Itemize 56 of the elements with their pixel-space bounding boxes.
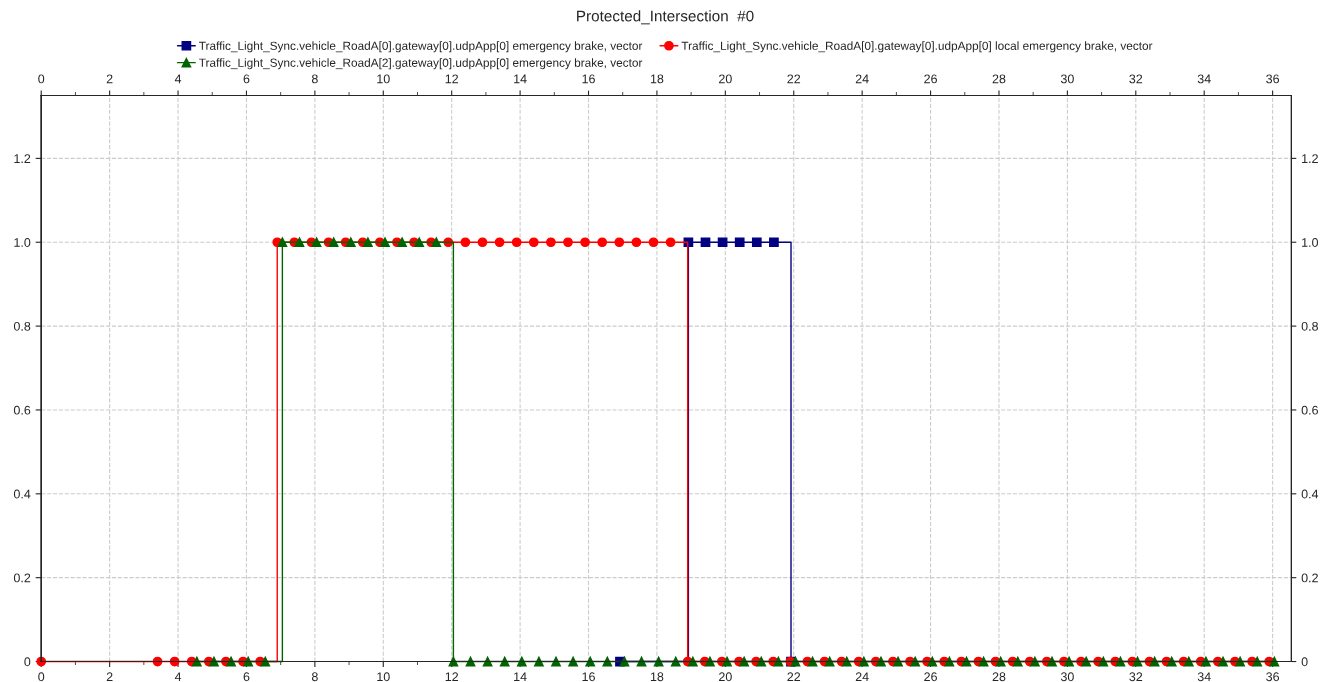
x2-tick-label: 4 [174,74,182,84]
y-tick-label: 0.2 [13,573,31,583]
x-tick-label: 2 [106,672,113,682]
x-tick-label: 30 [1060,672,1074,682]
x-tick-label: 20 [719,672,732,682]
x-tick-label: 0 [38,672,45,682]
x2-tick-label: 26 [924,74,937,84]
x-tick-label: 6 [243,672,250,682]
y2-tick-label: 0.6 [1301,405,1318,415]
x-tick-label: 14 [514,672,527,682]
x2-tick-label: 28 [992,74,1006,84]
legend-label: Traffic_Light_Sync.vehicle_RoadA[2].gateway[0].udpApp[0] emergency brake, vector [199,58,643,70]
x2-tick-label: 6 [243,74,250,84]
y-tick-label: 0 [24,657,31,667]
y2-tick-label: 0 [1301,657,1308,667]
x2-tick-label: 34 [1197,74,1211,84]
y-tick-label: 1.2 [14,154,31,163]
y2-tick-label: 0.8 [1301,321,1318,331]
legend-label: Traffic_Light_Sync.vehicle_RoadA[0].gateway[0].udpApp[0] local emergency brake, vector [681,41,1153,53]
x-tick-label: 26 [924,672,937,682]
y2-tick-label: 0.4 [1301,489,1319,499]
x2-tick-label: 0 [38,74,45,84]
x2-tick-label: 22 [787,74,801,84]
x2-tick-label: 20 [719,74,732,84]
y2-tick-label: 0.2 [1301,573,1318,583]
x2-tick-label: 24 [855,74,869,84]
x-tick-label: 16 [582,672,595,682]
x2-tick-label: 14 [514,74,527,84]
x-tick-label: 34 [1197,672,1211,682]
x2-tick-label: 36 [1266,74,1280,84]
x-tick-label: 24 [855,672,869,682]
y-tick-label: 0.8 [13,321,31,331]
y2-tick-label: 1.0 [1302,238,1319,247]
x-tick-label: 28 [992,672,1006,682]
y-tick-label: 0.6 [13,405,31,415]
x2-tick-label: 30 [1060,74,1074,84]
x2-tick-label: 10 [377,74,390,84]
x2-tick-label: 32 [1129,74,1143,84]
x-tick-label: 12 [445,672,459,682]
x2-tick-label: 2 [106,74,113,84]
x-tick-label: 8 [311,672,318,682]
x-tick-label: 22 [787,672,801,682]
y-tick-label: 0.4 [13,489,31,499]
x-tick-label: 4 [174,672,182,682]
x-tick-label: 10 [377,672,390,682]
x2-tick-label: 18 [650,74,664,84]
x2-tick-label: 12 [445,74,459,84]
x-tick-label: 32 [1129,672,1143,682]
x-tick-label: 36 [1266,672,1280,682]
x2-tick-label: 16 [582,74,595,84]
x-tick-label: 18 [650,672,664,682]
chart-title: Protected_Intersection #0 [577,10,754,25]
x2-tick-label: 8 [311,74,318,84]
legend-label: Traffic_Light_Sync.vehicle_RoadA[0].gateway[0].udpApp[0] emergency brake, vector [199,41,643,53]
y2-tick-label: 1.2 [1302,154,1318,163]
y-tick-label: 1.0 [14,238,31,247]
